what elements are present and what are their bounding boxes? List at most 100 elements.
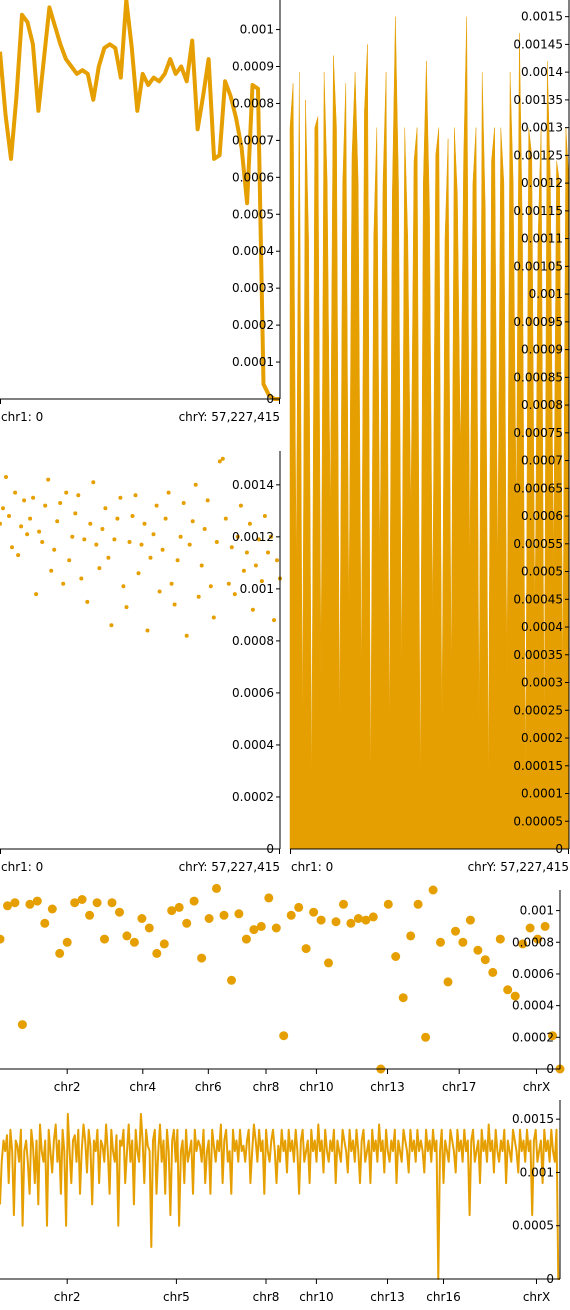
panel4-point bbox=[85, 910, 95, 920]
panel2-point bbox=[76, 493, 81, 498]
panel2-point bbox=[154, 503, 159, 508]
panel2-point bbox=[262, 514, 267, 518]
panel2-point bbox=[85, 599, 90, 604]
panel3-y-tick-label: 0.00135 bbox=[513, 93, 563, 107]
panel1-y-tick-label: 0 bbox=[266, 392, 274, 406]
panel4-point bbox=[398, 993, 408, 1003]
panel4-point bbox=[152, 948, 162, 958]
panel2-point bbox=[100, 527, 105, 531]
panel2-point bbox=[269, 534, 273, 539]
panel4-point bbox=[488, 967, 498, 977]
panel2-y-tick-label: 0.0006 bbox=[232, 686, 274, 700]
panel4-point bbox=[361, 915, 371, 925]
panel4-x-tick-label: chr2 bbox=[54, 1080, 81, 1094]
panel3-y-tick-label: 0.0002 bbox=[521, 731, 563, 745]
panel3-x-start-label: chr1: 0 bbox=[291, 860, 333, 874]
panel2-point bbox=[202, 527, 207, 531]
panel4-point bbox=[3, 901, 12, 911]
panel4-point bbox=[458, 937, 468, 947]
panel4-y-tick-label: 0.0006 bbox=[512, 967, 554, 981]
panel4-point bbox=[421, 1032, 431, 1042]
panel4-point bbox=[25, 899, 35, 909]
panel5-series-line bbox=[0, 1112, 560, 1280]
panel2-point bbox=[259, 579, 264, 584]
panel3-y-tick-label: 0.0005 bbox=[521, 565, 563, 579]
panel2-point bbox=[52, 547, 57, 552]
panel2-point bbox=[16, 553, 21, 558]
panel2-point bbox=[172, 602, 177, 607]
panel2-point bbox=[220, 456, 225, 461]
panel2-point bbox=[106, 555, 111, 560]
panel2-point bbox=[40, 540, 45, 544]
panel2-point bbox=[241, 568, 246, 573]
panel3-y-tick-label: 0.00065 bbox=[513, 481, 563, 495]
panel3-y-tick-label: 0 bbox=[555, 842, 563, 856]
panel1-y-tick-label: 0.0003 bbox=[232, 281, 274, 295]
panel2-point bbox=[211, 615, 216, 620]
panel4-point bbox=[197, 953, 207, 963]
panel2-point bbox=[181, 501, 186, 505]
panel2-point bbox=[250, 607, 255, 612]
panel2-point bbox=[88, 521, 93, 526]
panel4-y-tick-label: 0.0004 bbox=[512, 999, 554, 1013]
panel3-y-tick-label: 0.0007 bbox=[521, 454, 563, 468]
panel2-x-start-label: chr1: 0 bbox=[1, 860, 43, 874]
panel3-y-tick-label: 0.00125 bbox=[513, 148, 563, 162]
panel4-point bbox=[92, 898, 102, 908]
panel4-point bbox=[227, 975, 236, 985]
panel2-point bbox=[272, 618, 276, 623]
panel4-point bbox=[406, 931, 416, 941]
panel4-point bbox=[465, 915, 475, 925]
panel5-y-tick-label: 0.0015 bbox=[512, 1112, 554, 1126]
panel3-y-tick-label: 0.00145 bbox=[513, 37, 563, 51]
panel4-point bbox=[159, 939, 169, 949]
panel4-point bbox=[219, 910, 229, 920]
panel2-y-tick-label: 0 bbox=[266, 842, 274, 856]
panel4-point bbox=[234, 909, 244, 919]
panel2-point bbox=[46, 477, 51, 482]
panel2-point bbox=[13, 490, 18, 495]
panel4-point bbox=[10, 898, 20, 908]
panel2-y-tick-label: 0.0008 bbox=[232, 634, 274, 648]
panel4-x-tick-label: chr8 bbox=[253, 1080, 280, 1094]
panel2-y-tick-label: 0.001 bbox=[240, 582, 274, 596]
panel4-point bbox=[174, 902, 184, 912]
panel4-point bbox=[451, 926, 460, 936]
panel2-point bbox=[136, 571, 141, 576]
panel2-point bbox=[43, 503, 48, 508]
panel4-point bbox=[212, 883, 221, 893]
panel4-point bbox=[271, 923, 281, 933]
panel2-point bbox=[121, 584, 126, 589]
panel2-point bbox=[187, 542, 192, 547]
panel3-y-tick-label: 0.00075 bbox=[513, 426, 563, 440]
panel1-y-tick-label: 0.0009 bbox=[232, 60, 274, 74]
panel1-y-tick-label: 0.0007 bbox=[232, 133, 274, 147]
panel5-y-tick-label: 0.001 bbox=[520, 1166, 554, 1180]
panel4-point bbox=[0, 934, 5, 944]
panel4-x-tick-label: chr6 bbox=[195, 1080, 222, 1094]
panel4-point bbox=[286, 910, 296, 920]
panel1-x-start-label: chr1: 0 bbox=[1, 410, 43, 424]
panel4-point bbox=[107, 898, 117, 908]
panel4-point bbox=[204, 914, 214, 923]
panel3-y-tick-label: 0.001 bbox=[529, 287, 563, 301]
panel4-point bbox=[548, 1031, 557, 1041]
panel2-point bbox=[124, 605, 129, 610]
panel2-point bbox=[133, 493, 138, 498]
panel3-y-tick-label: 0.00035 bbox=[513, 648, 563, 662]
panel4-point bbox=[100, 934, 109, 944]
panel4-point bbox=[62, 937, 72, 947]
panel4-point bbox=[525, 923, 535, 933]
panel2-point bbox=[79, 576, 84, 581]
panel4-x-tick-label: chr17 bbox=[442, 1080, 476, 1094]
panel3-y-tick-label: 0.00085 bbox=[513, 370, 563, 384]
panel3-y-tick-label: 0.00105 bbox=[513, 259, 563, 273]
panel2-point bbox=[157, 589, 162, 594]
panel4-point bbox=[540, 921, 550, 931]
panel4-x-tick-label: chr13 bbox=[370, 1080, 404, 1094]
panel2-point bbox=[10, 545, 14, 550]
panel2-point bbox=[145, 628, 150, 633]
panel4-point bbox=[264, 893, 274, 903]
panel5-y-tick-label: 0.0005 bbox=[512, 1219, 554, 1233]
panel5-x-tick-label: chr10 bbox=[299, 1290, 333, 1304]
